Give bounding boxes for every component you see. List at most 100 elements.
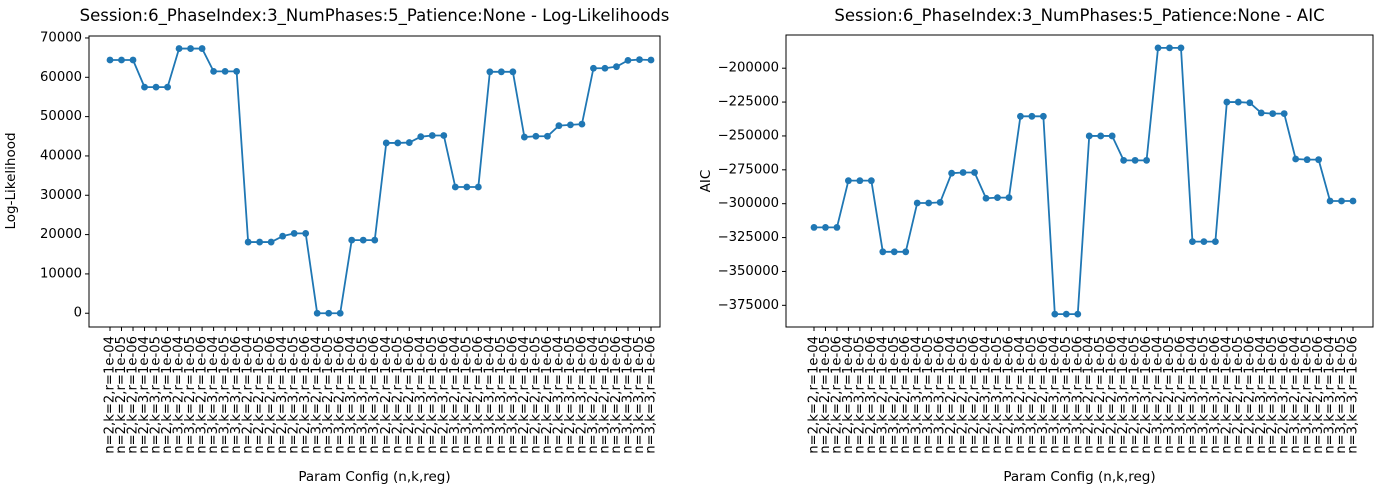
data-point-marker: [152, 83, 160, 91]
x-tick-label: n=3,k=2,r=1e-05: [1024, 336, 1039, 454]
data-point-marker: [845, 177, 852, 185]
data-point-marker: [1223, 98, 1231, 106]
x-tick-label: n=2,k=3,r=1e-05: [287, 336, 302, 454]
data-point-marker: [497, 68, 505, 76]
data-point-marker: [394, 139, 402, 147]
x-tick-label: n=3,k=3,r=1e-04: [1047, 336, 1062, 454]
data-point-marker: [1292, 155, 1300, 163]
x-tick-label: n=2,k=3,r=1e-05: [852, 336, 867, 454]
data-point-marker: [463, 183, 471, 191]
x-tick-label: n=3,k=2,r=1e-05: [1300, 336, 1315, 454]
y-tick-label: 30000: [40, 188, 82, 203]
data-point-marker: [890, 248, 898, 256]
data-point-marker: [1177, 44, 1185, 52]
x-tick-label: n=3,k=3,r=1e-06: [1346, 336, 1361, 454]
x-tick-label: n=2,k=2,r=1e-05: [1231, 336, 1246, 454]
data-point-marker: [1005, 194, 1013, 202]
data-point-marker: [994, 194, 1001, 202]
y-tick-label: −350000: [718, 264, 779, 279]
data-point-marker: [1338, 197, 1345, 205]
x-tick-label: n=3,k=3,r=1e-04: [482, 336, 497, 454]
series-line: [110, 47, 652, 315]
data-point-marker: [1303, 156, 1311, 164]
data-point-marker: [971, 169, 978, 176]
chart-log-likelihoods: 0 10000 20000 30000 40000 50000 60000 70000 n=2,…: [0, 0, 694, 490]
data-point-marker: [509, 68, 517, 76]
data-point-marker: [1349, 197, 1357, 205]
x-tick-label: n=2,k=3,r=1e-04: [275, 336, 290, 454]
data-point-marker: [1017, 112, 1024, 120]
x-tick-label: n=3,k=3,r=1e-05: [1196, 336, 1211, 454]
y-tick-label: 40000: [40, 148, 82, 163]
data-point-marker: [348, 236, 356, 244]
x-tick-label: n=3,k=3,r=1e-04: [620, 336, 635, 454]
data-point-marker: [1108, 132, 1116, 140]
data-point-marker: [279, 232, 287, 240]
x-tick-label: n=2,k=3,r=1e-05: [149, 336, 164, 454]
x-tick-label: n=2,k=2,r=1e-06: [829, 336, 844, 454]
data-point-marker: [1154, 44, 1162, 52]
data-point-marker: [256, 238, 264, 246]
data-point-marker: [233, 67, 241, 75]
data-point-marker: [244, 238, 252, 246]
data-point-marker: [417, 133, 425, 141]
x-tick-label: n=2,k=2,r=1e-05: [818, 336, 833, 454]
x-tick-label: n=2,k=3,r=1e-05: [1128, 336, 1143, 454]
x-tick-label: n=2,k=3,r=1e-06: [574, 336, 589, 454]
data-point-marker: [267, 238, 275, 246]
x-tick-label: n=2,k=2,r=1e-06: [540, 336, 555, 454]
data-point-marker: [1257, 109, 1265, 117]
x-tick-label: n=3,k=2,r=1e-06: [471, 336, 486, 454]
data-point-marker: [555, 122, 563, 130]
x-tick-label: n=3,k=3,r=1e-06: [644, 336, 659, 454]
x-tick-label: n=2,k=2,r=1e-06: [967, 336, 982, 454]
chart-title: Session:6_PhaseIndex:3_NumPhases:5_Patie…: [834, 6, 1324, 26]
plot-border: [88, 35, 661, 328]
y-tick-label: −275000: [718, 162, 779, 177]
x-tick-label: n=3,k=3,r=1e-04: [1185, 336, 1200, 454]
x-tick-label: n=2,k=2,r=1e-06: [1105, 336, 1120, 454]
data-point-marker: [428, 132, 436, 139]
plot-border: [785, 34, 1374, 328]
x-tick-label: n=3,k=2,r=1e-06: [1173, 336, 1188, 454]
data-point-marker: [1211, 238, 1219, 246]
data-point-marker: [440, 132, 448, 139]
x-tick-label: n=2,k=2,r=1e-04: [807, 336, 822, 454]
data-point-marker: [118, 56, 125, 64]
x-tick-label: n=3,k=2,r=1e-04: [1151, 336, 1166, 454]
x-tick-label: n=2,k=3,r=1e-04: [1116, 336, 1131, 454]
y-tick-label: 70000: [40, 30, 82, 45]
x-tick-label: n=2,k=3,r=1e-05: [990, 336, 1005, 454]
x-tick-label: n=3,k=3,r=1e-04: [910, 336, 925, 454]
x-tick-label: n=2,k=2,r=1e-04: [944, 336, 959, 454]
data-point-marker: [164, 83, 171, 91]
data-point-marker: [210, 67, 218, 75]
data-point-marker: [336, 309, 344, 317]
x-tick-label: n=2,k=2,r=1e-06: [264, 336, 279, 454]
x-tick-label: n=2,k=2,r=1e-06: [1242, 336, 1257, 454]
x-tick-label: n=3,k=2,r=1e-04: [172, 336, 187, 454]
plot-aic: −200000 −225000 −250000 −275000 −300000 −3250…: [698, 6, 1374, 485]
chart-aic: −200000 −225000 −250000 −275000 −300000 −3250…: [694, 0, 1389, 490]
data-point-marker: [1120, 156, 1128, 164]
x-tick-label: n=3,k=2,r=1e-04: [1288, 336, 1303, 454]
x-tick-label: n=2,k=2,r=1e-05: [956, 336, 971, 454]
x-axis-label: Param Config (n,k,reg): [1003, 469, 1155, 485]
x-tick-label: n=3,k=3,r=1e-05: [632, 336, 647, 454]
data-point-marker: [544, 132, 551, 140]
data-point-marker: [187, 45, 194, 52]
x-tick-label: n=2,k=3,r=1e-06: [160, 336, 175, 454]
data-point-marker: [1246, 99, 1254, 107]
x-tick-label: n=2,k=3,r=1e-04: [137, 336, 152, 454]
x-tick-label: n=2,k=2,r=1e-06: [126, 336, 141, 454]
x-tick-label: n=3,k=2,r=1e-04: [448, 336, 463, 454]
x-tick-label: n=2,k=3,r=1e-06: [436, 336, 451, 454]
y-tick-label: −250000: [718, 128, 779, 143]
data-point-marker: [359, 236, 367, 244]
x-tick-label: n=3,k=2,r=1e-04: [586, 336, 601, 454]
data-point-marker: [1189, 238, 1196, 246]
x-tick-label: n=2,k=2,r=1e-05: [528, 336, 543, 454]
data-point-marker: [613, 63, 620, 71]
y-tick-label: 50000: [40, 109, 82, 124]
